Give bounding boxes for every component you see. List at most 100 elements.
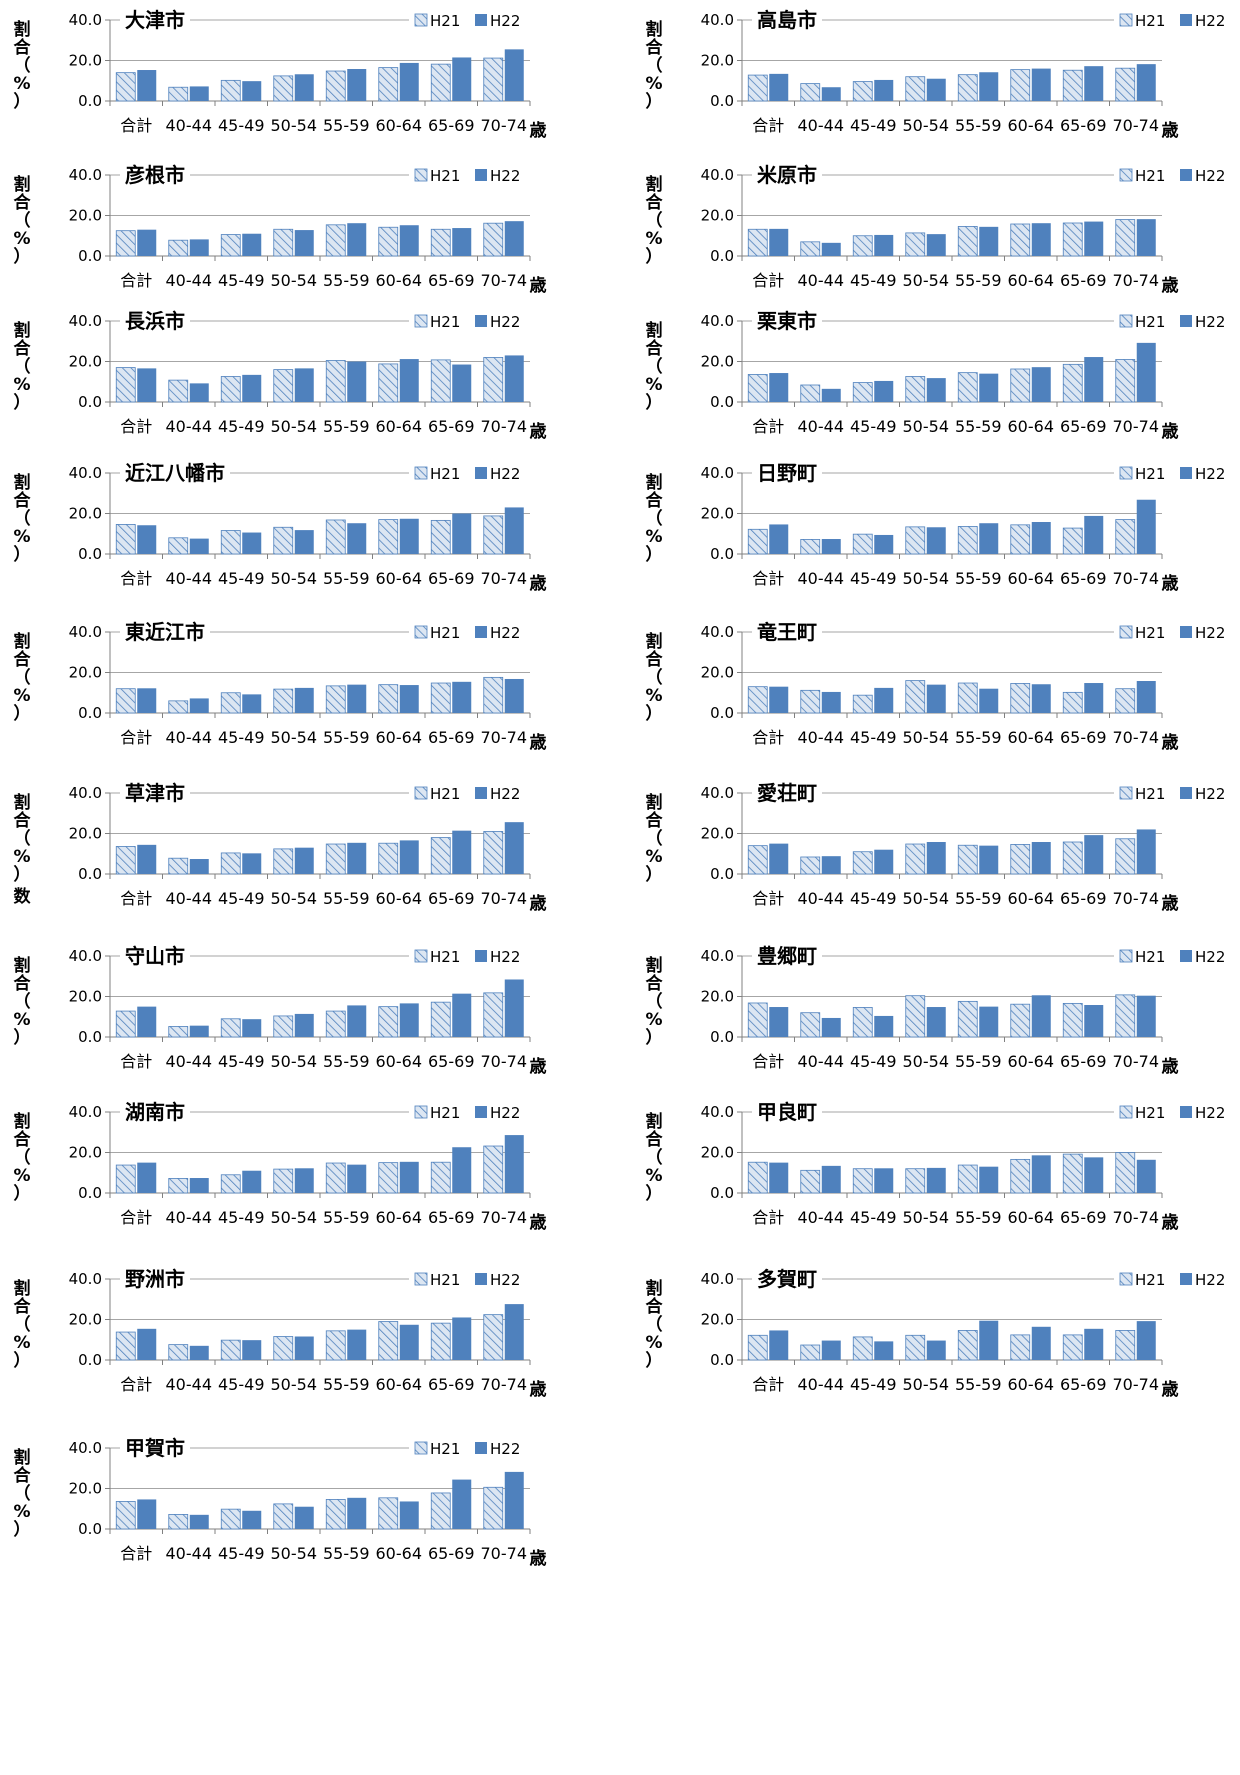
panel-title: 草津市 <box>125 781 185 805</box>
x-tick-label: 70-74 <box>481 1544 528 1563</box>
bar-h22 <box>504 221 524 256</box>
y-tick-label: 40.0 <box>69 464 102 482</box>
x-tick-label: 65-69 <box>1060 417 1107 436</box>
bar-h21 <box>1010 683 1031 714</box>
legend-swatch-h22 <box>1180 315 1192 327</box>
bar-h22 <box>874 849 894 874</box>
x-tick-label: 70-74 <box>1113 417 1160 436</box>
x-tick-label: 55-59 <box>955 1052 1002 1071</box>
x-tick-label: 50-54 <box>271 1544 318 1563</box>
bar-h22 <box>821 1165 841 1193</box>
chart-panel-4: 割合（%） 0.0 20.0 40.0 米原市 H21 H22 合計 40-44 45-49 50-… <box>645 163 1238 296</box>
bar-h21 <box>483 992 504 1038</box>
legend-swatch-h21 <box>414 786 428 800</box>
x-tick-label: 60-64 <box>1008 116 1055 135</box>
bar-h21 <box>852 851 873 875</box>
bar-h21 <box>1010 1334 1031 1361</box>
y-tick-label: 20.0 <box>701 207 734 225</box>
bar-h22 <box>926 684 946 713</box>
bar-h21 <box>1062 363 1083 403</box>
x-tick-label: 40-44 <box>798 1052 845 1071</box>
y-tick-label: 20.0 <box>69 1311 102 1329</box>
legend-label-h21: H21 <box>1135 1104 1165 1122</box>
bar-h22 <box>926 842 946 874</box>
x-unit-label: 歳 <box>530 1056 547 1077</box>
legend-bg <box>1114 463 1238 485</box>
y-axis-label-char: 合 <box>14 1465 32 1486</box>
x-tick-label: 合計 <box>752 569 784 588</box>
legend-label-h22: H22 <box>1195 624 1225 642</box>
bar-h22 <box>294 1506 314 1529</box>
panel-title: 長浜市 <box>125 309 185 333</box>
x-tick-label: 60-64 <box>376 1375 423 1394</box>
x-tick-label: 50-54 <box>271 1208 318 1227</box>
bar-h21 <box>747 1334 768 1361</box>
bar-h22 <box>347 842 367 874</box>
legend-swatch-h22 <box>475 1273 487 1285</box>
chart-panel-12: 割合（%） 0.0 20.0 40.0 愛荘町 H21 H22 合計 40-44 45-49 50-… <box>645 781 1238 914</box>
y-axis-label-char: % <box>13 1333 30 1353</box>
title-bg <box>120 621 210 645</box>
bar-h21 <box>1010 844 1031 875</box>
title-bg <box>120 9 190 33</box>
bar-h21 <box>852 81 873 102</box>
bar-h21 <box>378 684 399 714</box>
x-unit-label: 歳 <box>530 1548 547 1569</box>
bar-h22 <box>1136 681 1156 713</box>
y-tick-label: 40.0 <box>69 11 102 29</box>
bar-h22 <box>452 993 472 1037</box>
title-bg <box>120 945 190 969</box>
bar-h22 <box>504 678 524 713</box>
bar-h21 <box>378 1006 399 1038</box>
bar-h22 <box>1031 367 1051 402</box>
y-axis-label-char: 合 <box>646 338 664 359</box>
bar-h22 <box>294 847 314 874</box>
bar-h21 <box>273 75 294 102</box>
x-tick-label: 45-49 <box>850 417 897 436</box>
legend-swatch-h21 <box>1119 625 1133 639</box>
bar-h22 <box>1136 995 1156 1037</box>
bar-h21 <box>1062 1334 1083 1361</box>
bar-h21 <box>905 1334 926 1361</box>
bar-h21 <box>220 376 241 403</box>
bar-h22 <box>979 1006 999 1037</box>
y-axis-label-char: 合 <box>14 1296 32 1317</box>
bar-h21 <box>905 680 926 714</box>
bar-h21 <box>273 688 294 714</box>
x-tick-label: 60-64 <box>376 271 423 290</box>
x-tick-label: 55-59 <box>955 889 1002 908</box>
bar-h21 <box>1010 524 1031 555</box>
x-tick-label: 70-74 <box>1113 569 1160 588</box>
bar-h22 <box>504 979 524 1037</box>
x-tick-label: 合計 <box>120 569 152 588</box>
y-axis-label-char: 合 <box>14 810 32 831</box>
bar-h22 <box>189 538 209 554</box>
x-tick-label: 45-49 <box>218 271 265 290</box>
bar-h21 <box>115 1331 136 1361</box>
x-tick-label: 65-69 <box>1060 728 1107 747</box>
x-tick-label: 70-74 <box>1113 1052 1160 1071</box>
legend-bg <box>409 1102 533 1124</box>
bar-h22 <box>294 1013 314 1037</box>
y-axis-label-char: ） <box>14 1519 31 1540</box>
title-bg <box>120 1101 190 1125</box>
x-tick-label: 70-74 <box>1113 116 1160 135</box>
y-tick-label: 0.0 <box>78 1351 102 1369</box>
bar-h21 <box>1062 1153 1083 1194</box>
y-axis-label-char: （ <box>14 667 31 688</box>
y-tick-label: 40.0 <box>69 947 102 965</box>
legend-swatch-h22 <box>1180 1273 1192 1285</box>
bar-h22 <box>137 368 157 402</box>
y-axis-label-char: 合 <box>14 973 32 994</box>
x-tick-label: 60-64 <box>1008 728 1055 747</box>
title-bg <box>120 1437 190 1461</box>
x-tick-label: 合計 <box>752 889 784 908</box>
y-axis-label-char: 割 <box>646 19 663 40</box>
bar-h22 <box>1031 684 1051 713</box>
bar-h21 <box>483 1145 504 1194</box>
x-tick-label: 60-64 <box>1008 417 1055 436</box>
bar-h21 <box>1062 1002 1083 1038</box>
x-tick-label: 65-69 <box>428 271 475 290</box>
panel-title: 湖南市 <box>125 1100 185 1124</box>
